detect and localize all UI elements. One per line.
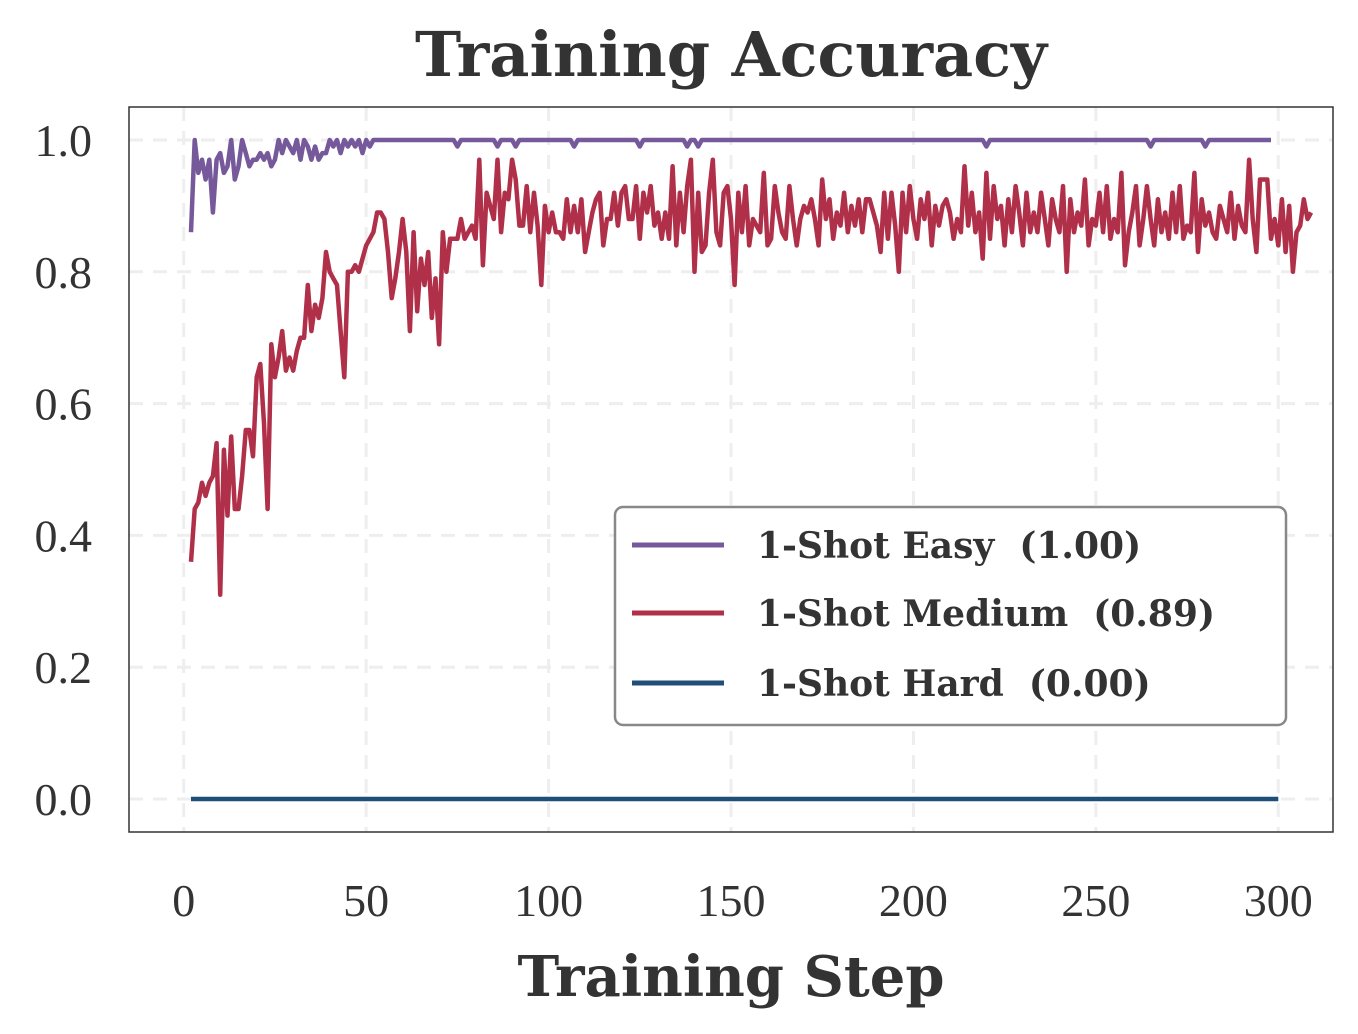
x-axis-label: Training Step <box>517 944 944 1010</box>
plot-frame <box>128 106 1334 833</box>
y-tick-label: 0.8 <box>35 247 93 298</box>
x-tick-label: 200 <box>879 875 948 926</box>
legend-box <box>613 505 1288 727</box>
legend: 1-Shot Easy (1.00) 1-Shot Medium (0.89) … <box>613 505 1288 727</box>
x-tick-label: 100 <box>514 875 583 926</box>
plot-series <box>188 137 1314 802</box>
y-tick-label: 1.0 <box>35 115 93 166</box>
chart-title: Training Accuracy <box>415 18 1049 91</box>
x-tick-label: 300 <box>1244 875 1313 926</box>
x-axis-ticks: 0 50 100 150 200 250 300 <box>172 875 1313 926</box>
x-tick-label: 0 <box>172 875 195 926</box>
y-tick-label: 0.0 <box>35 774 93 825</box>
y-tick-label: 0.6 <box>35 379 93 430</box>
legend-label-easy: 1-Shot Easy (1.00) <box>757 525 1141 567</box>
x-tick-label: 150 <box>697 875 766 926</box>
y-tick-label: 0.2 <box>35 642 93 693</box>
y-axis-ticks: 0.0 0.2 0.4 0.6 0.8 1.0 <box>35 115 93 825</box>
legend-label-hard: 1-Shot Hard (0.00) <box>757 663 1151 705</box>
x-tick-label: 50 <box>343 875 389 926</box>
y-tick-label: 0.4 <box>35 510 93 561</box>
x-tick-label: 250 <box>1061 875 1130 926</box>
series-line-medium <box>188 157 1314 597</box>
series-line-easy <box>188 137 1271 233</box>
legend-label-medium: 1-Shot Medium (0.89) <box>757 593 1215 635</box>
